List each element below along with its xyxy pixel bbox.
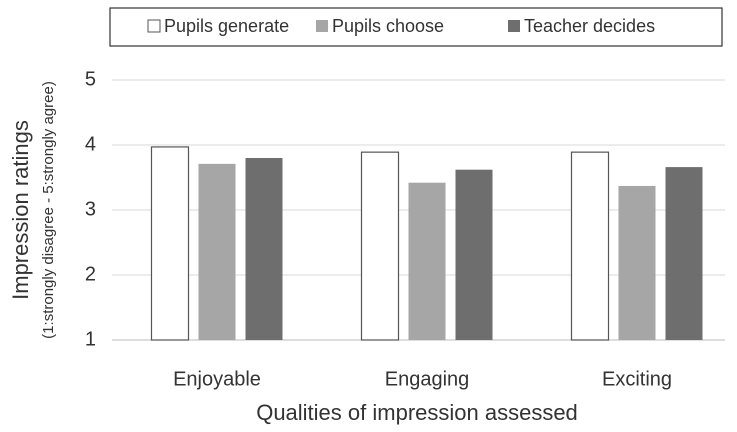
bar xyxy=(408,182,446,340)
y-tick-label: 2 xyxy=(85,263,96,285)
legend-label: Teacher decides xyxy=(524,16,655,36)
legend-label: Pupils choose xyxy=(332,16,444,36)
x-tick-label: Engaging xyxy=(385,368,470,390)
y-tick-label: 4 xyxy=(85,133,96,155)
y-tick-label: 1 xyxy=(85,328,96,350)
y-axis-sublabel: (1:strongly disagree - 5:strongly agree) xyxy=(40,81,57,339)
bar xyxy=(665,167,703,340)
bar xyxy=(618,185,656,340)
x-tick-label: Enjoyable xyxy=(173,368,261,390)
legend-swatch xyxy=(508,20,520,32)
y-axis-label: Impression ratings xyxy=(8,120,33,300)
bar xyxy=(150,146,190,341)
bar xyxy=(455,169,493,340)
bar xyxy=(245,158,283,340)
bar xyxy=(570,151,610,341)
x-tick-label: Exciting xyxy=(602,368,672,390)
x-axis-label: Qualities of impression assessed xyxy=(256,400,578,425)
legend-label: Pupils generate xyxy=(164,16,289,36)
legend-swatch xyxy=(316,20,328,32)
legend-swatch xyxy=(147,19,161,33)
y-tick-label: 3 xyxy=(85,198,96,220)
bar xyxy=(198,163,236,340)
bar xyxy=(360,151,400,341)
legend-box xyxy=(109,7,723,47)
y-tick-label: 5 xyxy=(85,68,96,90)
